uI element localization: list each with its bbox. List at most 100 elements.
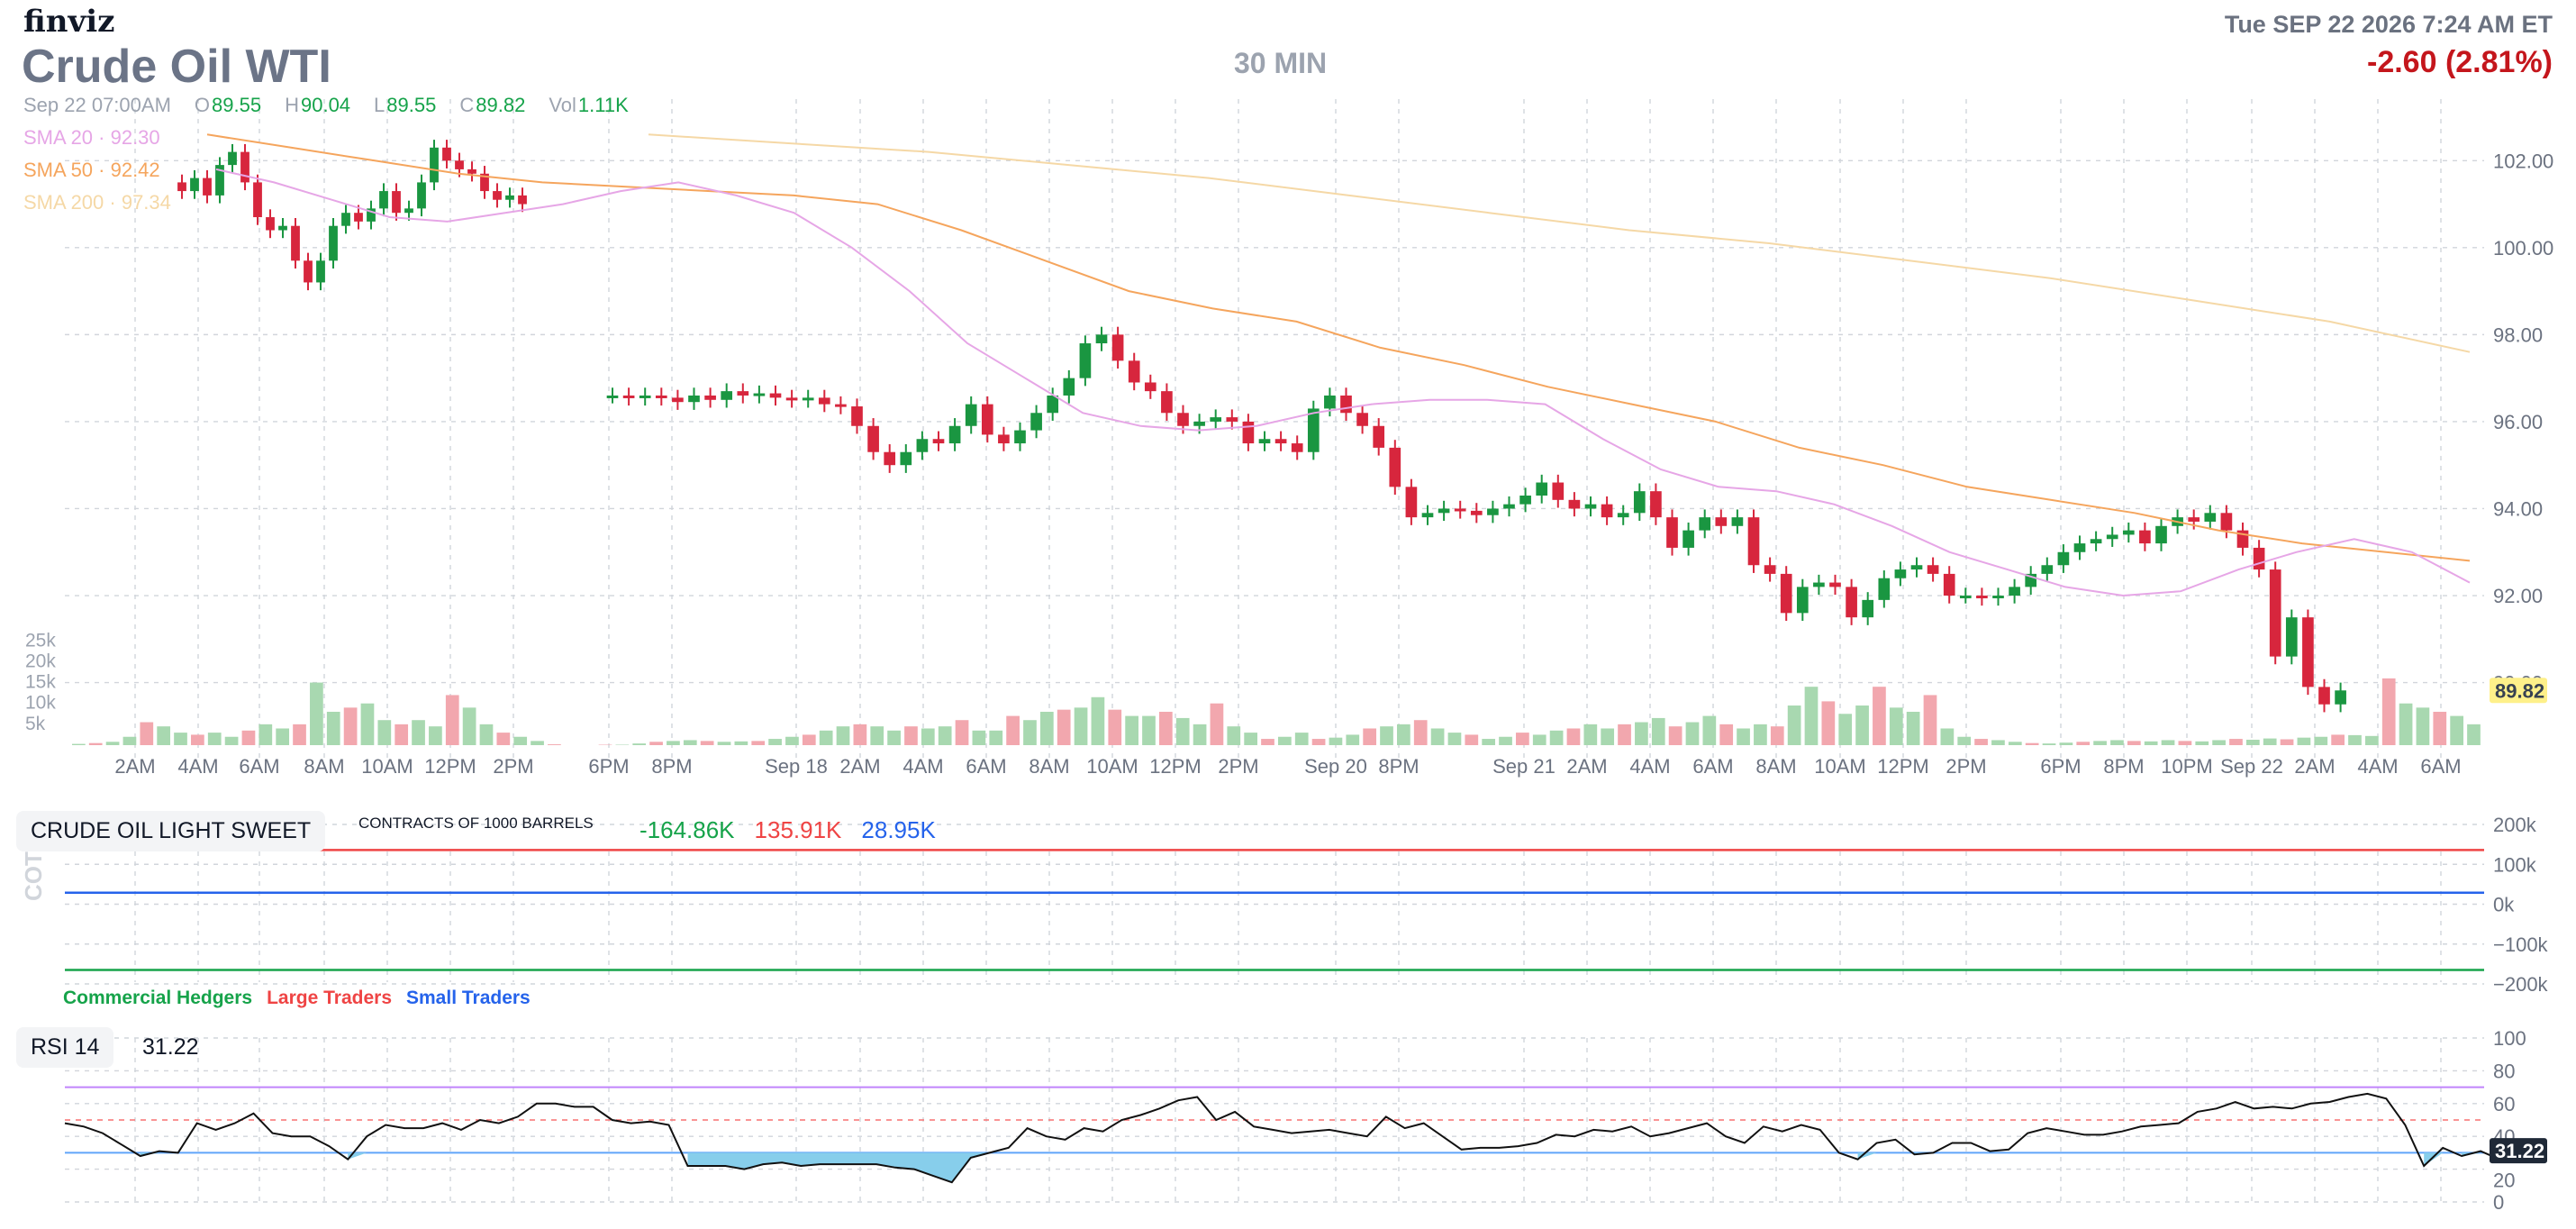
volume-bar — [683, 740, 697, 745]
candle-body — [1568, 499, 1581, 509]
rsi-panel-label[interactable]: RSI 14 — [16, 1027, 114, 1068]
candle-body — [737, 391, 749, 396]
low-key: L — [374, 94, 385, 116]
volume-bar — [2144, 741, 2158, 745]
page-title: Crude Oil WTI — [22, 41, 331, 93]
candle-body — [1356, 413, 1368, 426]
volume-bar — [1142, 715, 1156, 745]
candle-body — [177, 182, 186, 192]
volume-bar — [479, 724, 494, 745]
x-tick-label: 2PM — [1946, 755, 1986, 778]
volume-bar — [1397, 724, 1410, 745]
volume-bar — [2008, 742, 2022, 745]
x-tick-label: 4AM — [2357, 755, 2398, 778]
volume-bar — [2381, 678, 2396, 745]
candle-body — [1959, 596, 1972, 599]
cot-y-tick-label: −200k — [2493, 973, 2549, 996]
volume-bar — [819, 730, 833, 745]
volume-bar — [1311, 739, 1326, 745]
volume-bar — [2093, 741, 2107, 745]
volume-bar — [276, 728, 290, 745]
candle-body — [2220, 513, 2233, 531]
volume-bar — [343, 707, 358, 745]
candle-body — [1584, 504, 1597, 509]
candle-body — [2106, 534, 2118, 540]
candle-body — [1128, 360, 1140, 383]
volume-bar — [1499, 736, 1512, 745]
candle-body — [1095, 334, 1108, 344]
legend-commercial: Commercial Hedgers — [63, 988, 253, 1008]
finviz-logo[interactable]: finviz — [23, 4, 115, 40]
candle-body — [1421, 513, 1434, 518]
candle-body — [2269, 569, 2281, 657]
volume-bar — [1719, 724, 1734, 745]
x-tick-label: 8AM — [304, 755, 344, 778]
candle-body — [1438, 508, 1450, 514]
cot-y-tick-label: −100k — [2493, 933, 2549, 956]
candle-body — [851, 406, 863, 426]
volume-bar — [1754, 724, 1767, 745]
volume-bar — [241, 730, 256, 745]
candle-body — [704, 395, 716, 400]
volume-bar — [2364, 735, 2379, 745]
candle-body — [2155, 525, 2167, 544]
candle-body — [1389, 447, 1401, 487]
candle-body — [1846, 587, 1857, 618]
candle-body — [2122, 530, 2135, 535]
candle-body — [1030, 413, 1042, 431]
candle-body — [1063, 378, 1075, 396]
candle-body — [455, 160, 464, 169]
rsi-last-label: 31.22 — [2495, 1140, 2544, 1162]
candle-body — [606, 395, 619, 398]
x-tick-label: 6AM — [2420, 755, 2461, 778]
volume-bar — [207, 733, 222, 745]
candle-body — [1226, 417, 1238, 422]
candle-body — [203, 178, 212, 196]
rsi-last-badge — [2490, 1138, 2547, 1164]
volume-bar — [1329, 737, 1343, 745]
volume-bar — [462, 707, 476, 745]
x-tick-label: 2AM — [1566, 755, 1607, 778]
volume-bar — [1957, 736, 1972, 745]
candle-body — [2139, 530, 2151, 544]
x-tick-label: Sep 21 — [1492, 755, 1556, 778]
volume-bar — [293, 724, 306, 745]
datetime-label: Tue SEP 22 2026 7:24 AM ET — [2224, 11, 2553, 38]
rsi-value: 31.22 — [142, 1034, 199, 1060]
volume-bar — [1804, 687, 1819, 745]
close-key: C — [459, 94, 475, 116]
cot-y-tick-label: 0k — [2493, 894, 2515, 916]
x-tick-label: 10AM — [361, 755, 413, 778]
x-tick-label: 8PM — [1378, 755, 1419, 778]
cot-panel-label[interactable]: CRUDE OIL LIGHT SWEET — [16, 811, 326, 851]
volume-bar — [734, 741, 748, 745]
volume-bar — [1261, 739, 1274, 745]
candle-body — [430, 147, 439, 183]
x-tick-label: 4AM — [177, 755, 218, 778]
candle-body — [1177, 413, 1189, 426]
volume-bar — [1787, 706, 1801, 745]
volume-bar — [326, 711, 340, 745]
volume-bar — [1108, 709, 1122, 745]
candle-body — [467, 168, 476, 174]
candle-body — [2188, 517, 2200, 522]
candle-body — [2041, 565, 2054, 574]
open-key: O — [194, 94, 211, 116]
candle-body — [1047, 395, 1059, 414]
timeframe-label[interactable]: 30 MIN — [1234, 47, 1328, 79]
candle-body — [688, 395, 700, 403]
candle-body — [2090, 539, 2102, 544]
candle-body — [1111, 334, 1124, 361]
candle-body — [1373, 425, 1385, 448]
volume-bar — [2059, 742, 2073, 745]
volume-bar — [2025, 742, 2039, 745]
candle-body — [1910, 565, 1923, 570]
volume-bar — [1039, 711, 1054, 745]
candle-body — [2009, 587, 2020, 596]
volume-bar — [955, 720, 969, 745]
candle-body — [1976, 596, 1988, 599]
candle-body — [480, 173, 489, 192]
volume-bar — [751, 741, 766, 745]
candle-body — [884, 451, 896, 466]
